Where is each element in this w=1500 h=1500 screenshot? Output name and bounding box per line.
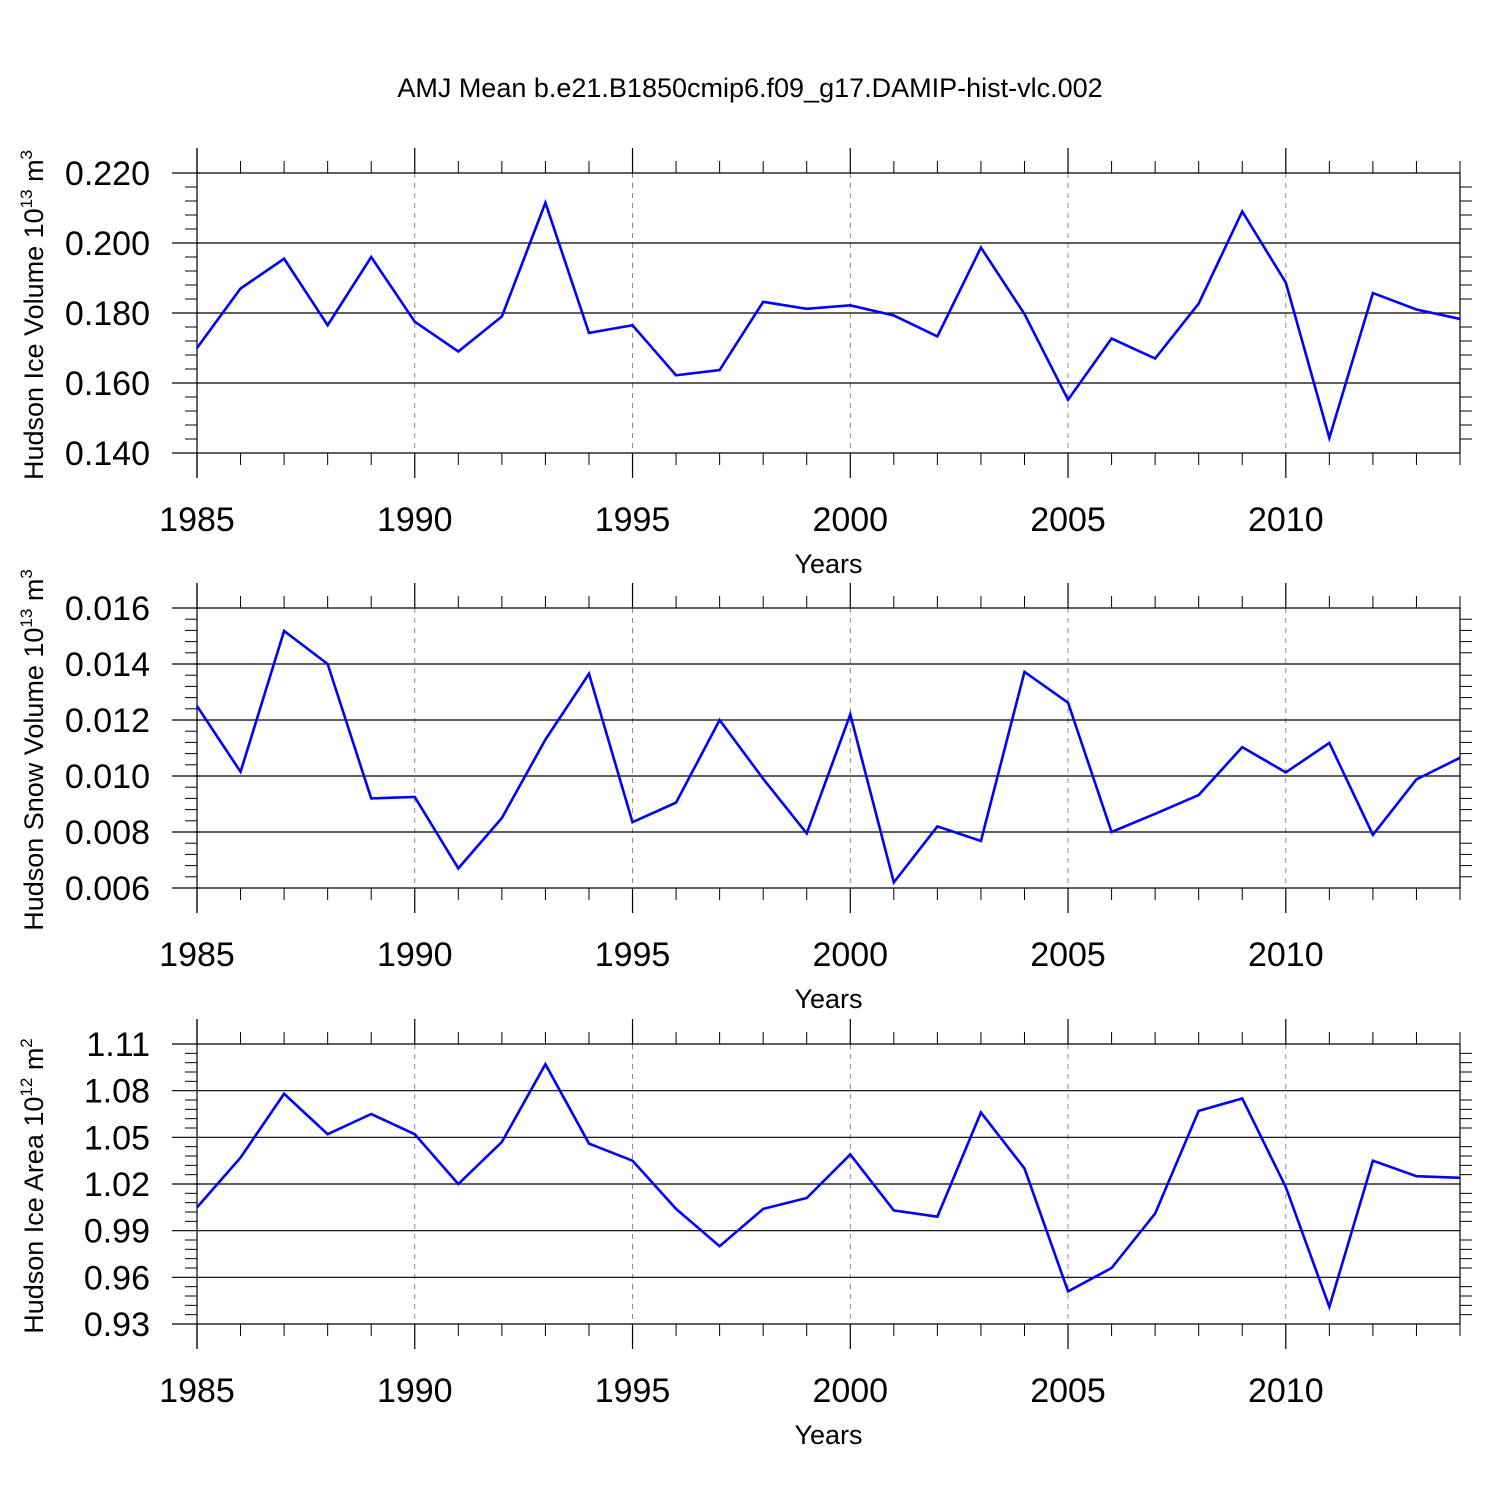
x-tick-label: 1995: [595, 501, 671, 539]
x-tick-label: 1995: [595, 936, 671, 974]
y-tick-label: 0.006: [65, 870, 150, 908]
y-tick-label: 0.180: [65, 295, 150, 333]
y-axis-label: Hudson Ice Volume 1013 m3: [17, 150, 49, 480]
y-tick-label: 0.160: [65, 365, 150, 403]
y-tick-label: 0.93: [84, 1306, 150, 1344]
x-tick-label: 1995: [595, 1372, 671, 1410]
y-tick-label: 0.016: [65, 590, 150, 628]
x-tick-label: 1990: [377, 501, 453, 539]
y-tick-label: 0.140: [65, 435, 150, 473]
x-tick-label: 2000: [812, 1372, 888, 1410]
x-tick-label: 2005: [1030, 501, 1106, 539]
y-tick-label: 0.99: [84, 1213, 150, 1251]
y-tick-label: 1.02: [84, 1166, 150, 1204]
y-axis-label: Hudson Snow Volume 1013 m3: [17, 569, 49, 931]
panel-ice-area: 0.93 0.96 0.99 1.02 1.05 1.08 1.11 1985 1990 1995…: [17, 1019, 1472, 1450]
y-tick-label: 1.11: [86, 1026, 150, 1064]
x-tick-label: 2010: [1248, 501, 1324, 539]
x-tick-label: 1985: [159, 936, 235, 974]
x-tick-label: 2005: [1030, 936, 1106, 974]
series-line: [196, 1061, 1461, 1312]
series-line: [195, 198, 1461, 443]
y-tick-label: 0.200: [65, 225, 150, 263]
x-axis-label: Years: [794, 984, 862, 1014]
x-axis-label: Years: [794, 549, 862, 579]
y-tick-label: 0.008: [65, 814, 150, 852]
panel-snow-volume: 0.006 0.008 0.010 0.012 0.014 0.016 1985 1990 19…: [17, 569, 1472, 1014]
panel-ice-volume: 0.140 0.160 0.180 0.200 0.220 1985 1990 1995 200…: [17, 148, 1472, 579]
y-tick-label: 1.05: [84, 1119, 150, 1157]
y-tick-label: 0.010: [65, 758, 150, 796]
y-tick-label: 0.012: [65, 702, 150, 740]
x-tick-label: 2000: [812, 936, 888, 974]
chart-title: AMJ Mean b.e21.B1850cmip6.f09_g17.DAMIP-…: [397, 73, 1103, 103]
x-tick-label: 1985: [159, 1372, 235, 1410]
x-tick-label: 2010: [1248, 936, 1324, 974]
y-axis-label: Hudson Ice Area 1012 m2: [17, 1038, 49, 1334]
x-tick-label: 2000: [812, 501, 888, 539]
x-tick-label: 1985: [159, 501, 235, 539]
y-tick-label: 1.08: [84, 1073, 150, 1111]
y-tick-label: 0.014: [65, 646, 150, 684]
x-tick-label: 2005: [1030, 1372, 1106, 1410]
series-line: [195, 628, 1461, 886]
x-axis-label: Years: [794, 1420, 862, 1450]
x-tick-label: 1990: [377, 936, 453, 974]
y-tick-label: 0.220: [65, 155, 150, 193]
x-tick-label: 2010: [1248, 1372, 1324, 1410]
x-tick-label: 1990: [377, 1372, 453, 1410]
y-tick-label: 0.96: [84, 1259, 150, 1297]
